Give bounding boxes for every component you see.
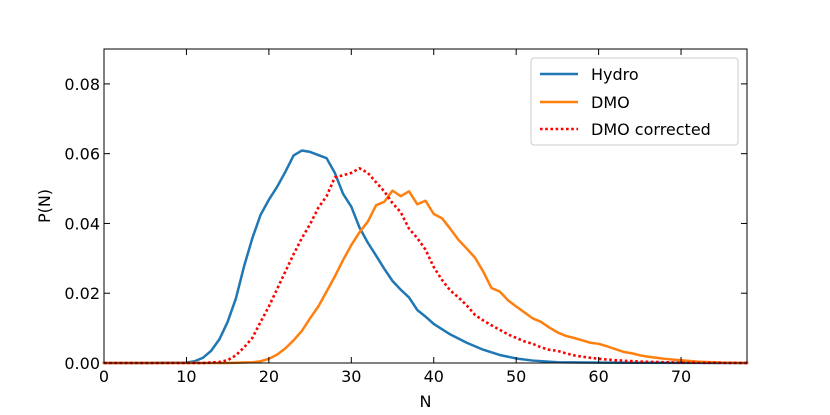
series-line-hydro xyxy=(102,149,749,365)
y-axis-label: P(N) xyxy=(35,189,54,223)
legend-label-dmo: DMO xyxy=(591,93,630,112)
x-tick-label: 30 xyxy=(341,367,361,386)
y-tick-label: 0.00 xyxy=(64,354,100,373)
x-tick-label: 50 xyxy=(506,367,526,386)
x-tick-label: 0 xyxy=(99,367,109,386)
series-layer xyxy=(102,149,749,365)
y-tick-label: 0.04 xyxy=(64,214,100,233)
legend: Hydro DMO DMO corrected xyxy=(530,57,739,146)
series-line-dmo xyxy=(102,189,749,365)
series-line-dmo-corrected xyxy=(104,167,748,365)
ticks-layer: 0 10 20 30 40 50 60 70 0.00 0.02 0.04 0.06 0.08 xyxy=(64,49,747,386)
x-tick-label: 20 xyxy=(259,367,279,386)
plot-frame xyxy=(103,48,748,364)
legend-box xyxy=(530,57,739,146)
y-tick-label: 0.08 xyxy=(64,75,100,94)
x-axis-label: N xyxy=(420,392,432,411)
y-tick-label: 0.02 xyxy=(64,284,100,303)
x-tick-label: 60 xyxy=(588,367,608,386)
legend-label-hydro: Hydro xyxy=(591,65,639,84)
legend-label-dmo-corrected: DMO corrected xyxy=(591,120,711,139)
x-tick-label: 40 xyxy=(424,367,444,386)
x-tick-label: 10 xyxy=(176,367,196,386)
y-tick-label: 0.06 xyxy=(64,145,100,164)
x-tick-label: 70 xyxy=(671,367,691,386)
